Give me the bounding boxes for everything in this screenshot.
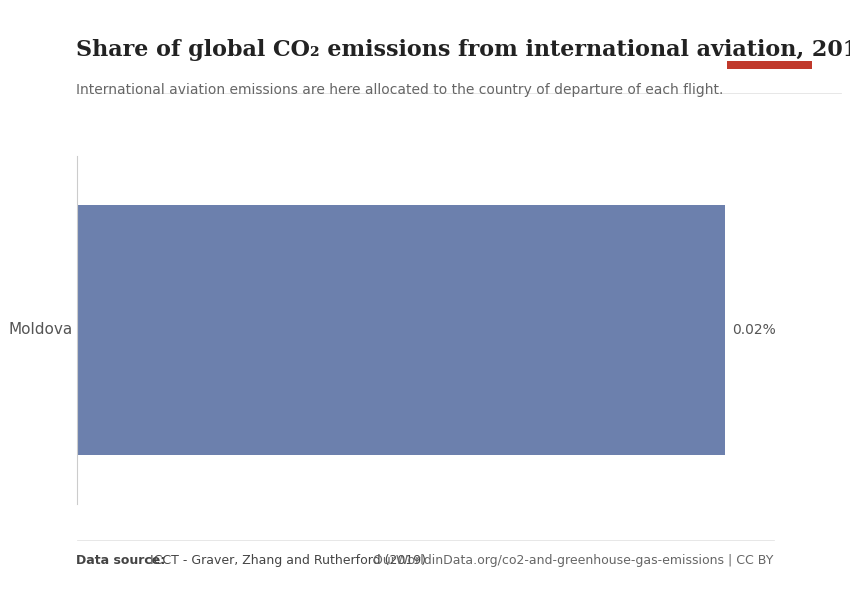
Bar bbox=[727, 61, 812, 69]
Bar bbox=[76, 205, 725, 455]
Text: Our World: Our World bbox=[738, 26, 801, 36]
Text: in Data: in Data bbox=[747, 41, 791, 51]
Text: 0.02%: 0.02% bbox=[732, 323, 775, 337]
Text: International aviation emissions are here allocated to the country of departure : International aviation emissions are her… bbox=[76, 83, 724, 97]
Text: OurWorldinData.org/co2-and-greenhouse-gas-emissions | CC BY: OurWorldinData.org/co2-and-greenhouse-ga… bbox=[373, 554, 774, 567]
Text: Moldova: Moldova bbox=[8, 323, 72, 337]
Text: ICCT - Graver, Zhang and Rutherford (2019): ICCT - Graver, Zhang and Rutherford (201… bbox=[146, 554, 426, 567]
Text: Share of global CO₂ emissions from international aviation, 2018: Share of global CO₂ emissions from inter… bbox=[76, 39, 850, 61]
Text: Data source:: Data source: bbox=[76, 554, 166, 567]
